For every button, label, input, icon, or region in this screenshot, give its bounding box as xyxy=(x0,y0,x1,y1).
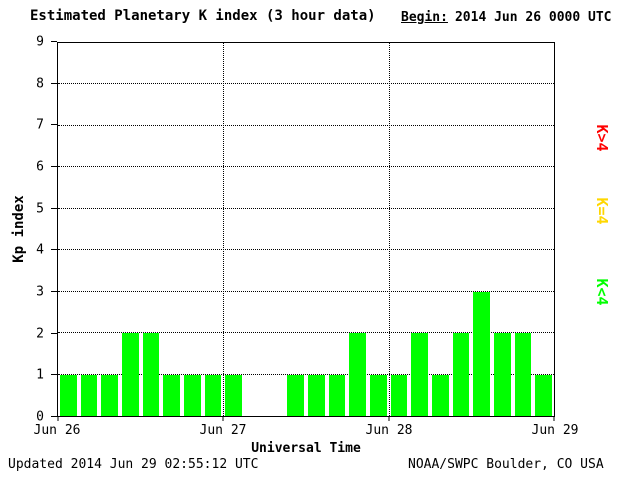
grid-line-h xyxy=(58,290,554,292)
updated-timestamp: Updated 2014 Jun 29 02:55:12 UTC xyxy=(8,457,259,472)
grid-line-h xyxy=(58,166,554,168)
x-tick xyxy=(222,417,224,421)
y-tick xyxy=(51,41,57,42)
chart-title: Estimated Planetary K index (3 hour data… xyxy=(30,8,376,24)
x-tick xyxy=(553,417,555,421)
begin-label: Begin: xyxy=(401,10,448,25)
y-tick xyxy=(51,207,57,209)
grid-line-h xyxy=(58,249,554,251)
grid-line-h xyxy=(58,332,554,334)
y-tick-label: 9 xyxy=(36,34,44,50)
y-axis: 0 1 2 3 4 5 6 7 8 9 xyxy=(0,36,57,424)
legend-item: K<4 xyxy=(593,278,611,306)
legend-item: K=4 xyxy=(593,197,611,225)
x-tick xyxy=(57,417,59,421)
kp-bar xyxy=(80,374,98,416)
grid-line-h xyxy=(58,207,554,209)
y-tick-label: 6 xyxy=(36,159,44,175)
y-tick xyxy=(51,291,57,292)
kp-bar xyxy=(349,333,366,416)
kp-bar xyxy=(390,374,408,416)
kp-bar xyxy=(225,374,242,416)
plot-area xyxy=(57,42,555,421)
y-tick xyxy=(51,332,57,334)
begin-annotation: Begin: 2014 Jun 26 0000 UTC xyxy=(401,10,612,25)
y-tick xyxy=(51,374,57,376)
kp-bar xyxy=(535,374,552,416)
kp-bar xyxy=(328,374,346,416)
y-tick-label: 3 xyxy=(36,284,44,300)
legend: K>4 K=4 K<4 xyxy=(585,42,619,417)
grid-line-h xyxy=(58,373,554,375)
kp-bar xyxy=(411,333,428,416)
y-tick-label: 5 xyxy=(36,201,44,217)
y-tick-label: 8 xyxy=(36,76,44,92)
kp-bar xyxy=(452,333,470,416)
x-tick xyxy=(388,417,390,421)
kp-bar xyxy=(370,374,387,416)
kp-bar xyxy=(122,333,139,416)
x-tick-label: Jun 26 xyxy=(33,423,81,438)
y-tick xyxy=(51,124,57,126)
y-tick xyxy=(51,166,57,167)
x-tick-label: Jun 28 xyxy=(365,423,413,438)
kp-bar xyxy=(494,333,511,416)
kp-bar xyxy=(101,374,118,416)
y-tick-label: 2 xyxy=(36,326,44,342)
y-tick-label: 1 xyxy=(36,367,44,383)
y-tick xyxy=(51,249,57,251)
y-tick-label: 4 xyxy=(36,242,44,258)
x-tick-label: Jun 29 xyxy=(531,423,579,438)
legend-item: K>4 xyxy=(593,124,611,152)
kp-bar xyxy=(514,333,532,416)
grid-line-v xyxy=(223,43,225,416)
y-tick-label: 7 xyxy=(36,117,44,133)
y-tick-label: 0 xyxy=(36,409,44,425)
grid-line-v xyxy=(388,43,390,416)
kp-bar xyxy=(142,333,160,416)
begin-value: 2014 Jun 26 0000 UTC xyxy=(454,10,612,25)
grid-line-h xyxy=(58,83,554,85)
grid-line-h xyxy=(58,124,554,126)
kp-bar xyxy=(432,374,449,416)
kp-bar xyxy=(473,291,490,416)
kp-bar xyxy=(204,374,222,416)
kp-bar xyxy=(60,374,77,416)
kp-bar xyxy=(287,374,304,416)
y-tick xyxy=(51,82,57,84)
kp-bar xyxy=(184,374,201,416)
x-axis-title: Universal Time xyxy=(251,441,361,456)
x-tick-label: Jun 27 xyxy=(199,423,247,438)
kp-bar xyxy=(308,374,325,416)
x-axis: Jun 26 Jun 27 Jun 28 Jun 29 xyxy=(34,421,579,439)
kp-bar xyxy=(163,374,180,416)
source-attribution: NOAA/SWPC Boulder, CO USA xyxy=(408,457,604,472)
y-tick xyxy=(51,416,57,417)
